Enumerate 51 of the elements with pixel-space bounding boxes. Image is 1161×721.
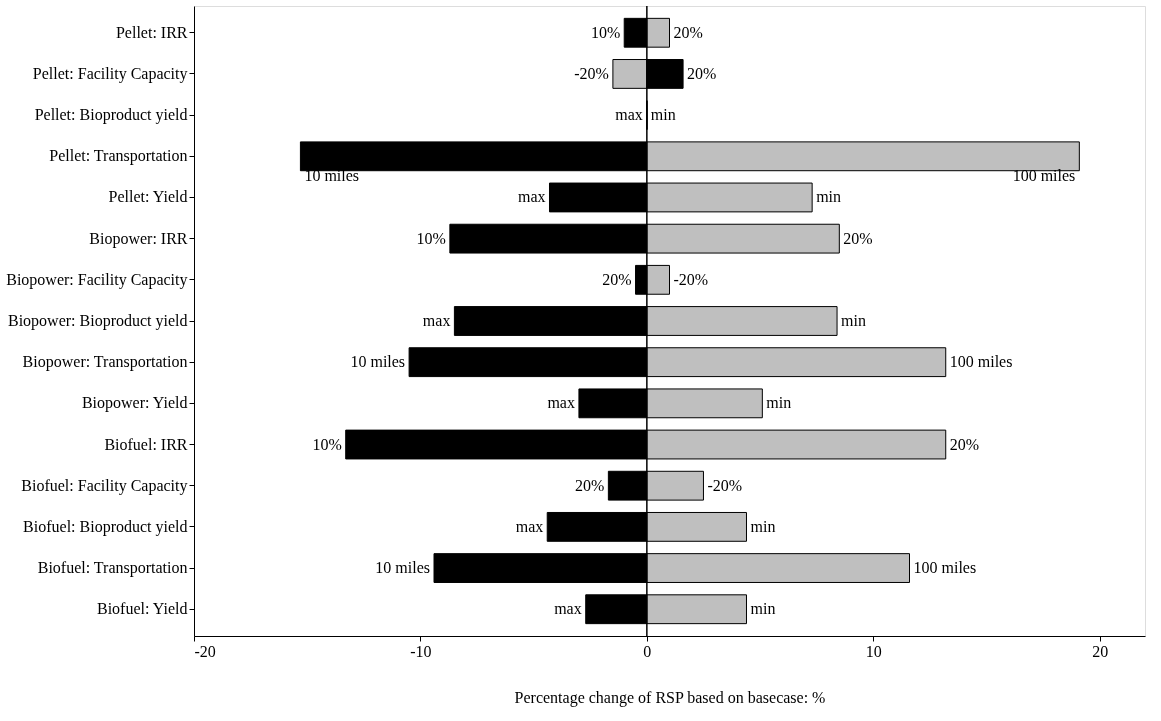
annotation: max <box>547 394 575 412</box>
annotation: max <box>422 312 451 329</box>
annotation: 100 miles <box>913 559 977 577</box>
annotation: 100 miles <box>949 353 1013 371</box>
y-tick-label: Biopower: Yield <box>81 394 188 413</box>
annotation: min <box>766 394 792 412</box>
y-tick-label: Biofuel: IRR <box>104 435 188 453</box>
y-tick-label: Pellet: Yield <box>108 188 188 206</box>
annotation: 20% <box>843 229 873 247</box>
annotation: max <box>554 600 582 618</box>
annotation: 20% <box>575 476 605 494</box>
annotation: min <box>750 600 776 618</box>
annotation: min <box>650 106 676 124</box>
annotation: 20% <box>602 270 632 288</box>
annotation: -20% <box>673 270 709 288</box>
y-tick-label: Pellet: Bioproduct yield <box>34 106 188 125</box>
x-tick-label: 20 <box>1092 642 1109 660</box>
x-tick-label: -10 <box>410 642 432 660</box>
annotation: 10% <box>312 435 342 453</box>
annotation: 10 miles <box>304 167 360 185</box>
x-tick-label: 10 <box>865 642 882 660</box>
y-tick-label: Biopower: Transportation <box>22 353 188 372</box>
annotation: -20% <box>574 64 609 82</box>
annotation: 20% <box>949 435 980 453</box>
annotation: max <box>517 188 546 206</box>
annotation: 10% <box>590 23 621 41</box>
y-tick-label: Pellet: IRR <box>115 23 188 41</box>
annotation: min <box>841 312 866 329</box>
annotation: max <box>515 517 544 535</box>
annotation: min <box>816 188 842 206</box>
annotation: max <box>615 106 643 124</box>
annotation: -20% <box>707 476 743 494</box>
y-tick-label: Biopower: Bioproduct yield <box>7 312 188 330</box>
annotation: 20% <box>687 64 717 82</box>
annotation: 20% <box>673 23 703 41</box>
y-tick-label: Biofuel: Bioproduct yield <box>23 517 188 536</box>
annotation: 10 miles <box>350 353 406 371</box>
y-tick-label: Biofuel: Yield <box>96 600 188 618</box>
y-tick-label: Pellet: Facility Capacity <box>32 64 188 83</box>
x-tick-label: -20 <box>194 642 216 660</box>
x-tick-label: 0 <box>643 642 652 660</box>
y-tick-label: Biofuel: Transportation <box>37 559 188 578</box>
y-tick-label: Biopower: IRR <box>89 229 188 248</box>
y-tick-label: Pellet: Transportation <box>49 147 188 166</box>
annotation: 10 miles <box>375 559 431 577</box>
annotation: 10% <box>416 229 446 247</box>
y-tick-label: Biofuel: Facility Capacity <box>21 476 188 495</box>
x-axis-title: Percentage change of RSP based on basecase: % <box>514 688 826 707</box>
annotation: min <box>750 517 776 535</box>
annotation: 100 miles <box>1012 167 1076 185</box>
y-tick-label: Biopower: Facility Capacity <box>6 270 188 289</box>
